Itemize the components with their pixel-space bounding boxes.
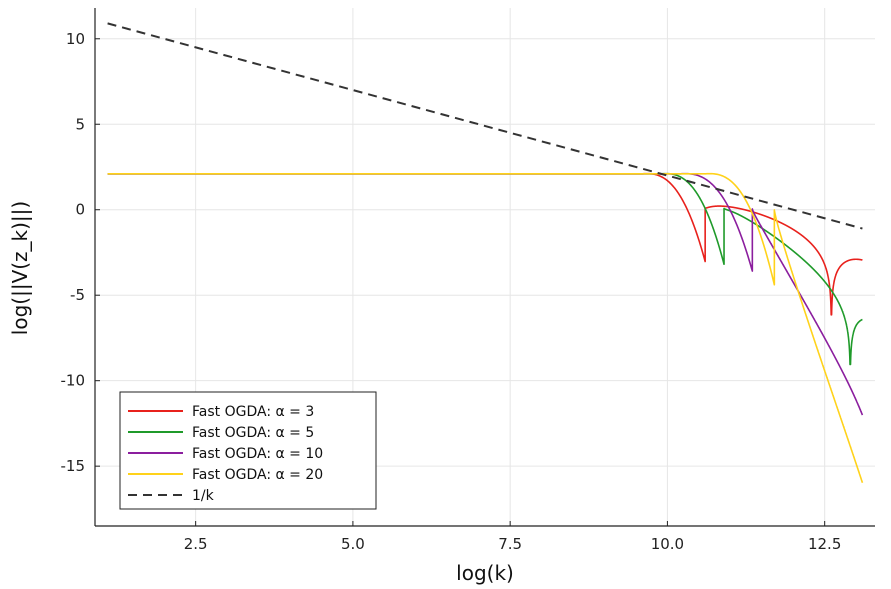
y-tick-label: -5	[70, 286, 85, 304]
series-line-1-over-k	[107, 22, 863, 230]
x-tick-label: 12.5	[808, 535, 841, 553]
y-tick-label: -10	[61, 372, 86, 390]
y-axis-label: log(||V(z_k)||)	[8, 201, 32, 335]
legend-label: Fast OGDA: α = 10	[192, 446, 323, 462]
legend-label: Fast OGDA: α = 3	[192, 404, 314, 420]
legend-label: Fast OGDA: α = 20	[192, 467, 323, 483]
x-tick-label: 7.5	[498, 535, 522, 553]
axes-layer	[94, 8, 875, 527]
legend: Fast OGDA: α = 3 Fast OGDA: α = 5 Fast OGD…	[119, 391, 377, 510]
series-line-alpha-5	[107, 172, 864, 366]
y-tick-label: 10	[66, 30, 85, 48]
x-axis-label: log(k)	[456, 561, 514, 585]
y-tick-label: -15	[61, 457, 86, 475]
legend-label: Fast OGDA: α = 5	[192, 425, 314, 441]
ticks-layer: 2.5 5.0 7.5 10.0 12.5 10 5 0 -5 -10 -15	[61, 30, 842, 553]
legend-label: 1/k	[192, 488, 215, 504]
y-tick-label: 5	[75, 115, 85, 133]
x-tick-label: 5.0	[341, 535, 365, 553]
series-layer	[107, 22, 864, 484]
y-tick-label: 0	[75, 201, 85, 219]
series-line-alpha-10	[107, 172, 864, 416]
x-tick-label: 10.0	[651, 535, 684, 553]
series-line-alpha-20	[107, 172, 864, 484]
series-line-alpha-3	[107, 172, 864, 316]
x-tick-label: 2.5	[184, 535, 208, 553]
